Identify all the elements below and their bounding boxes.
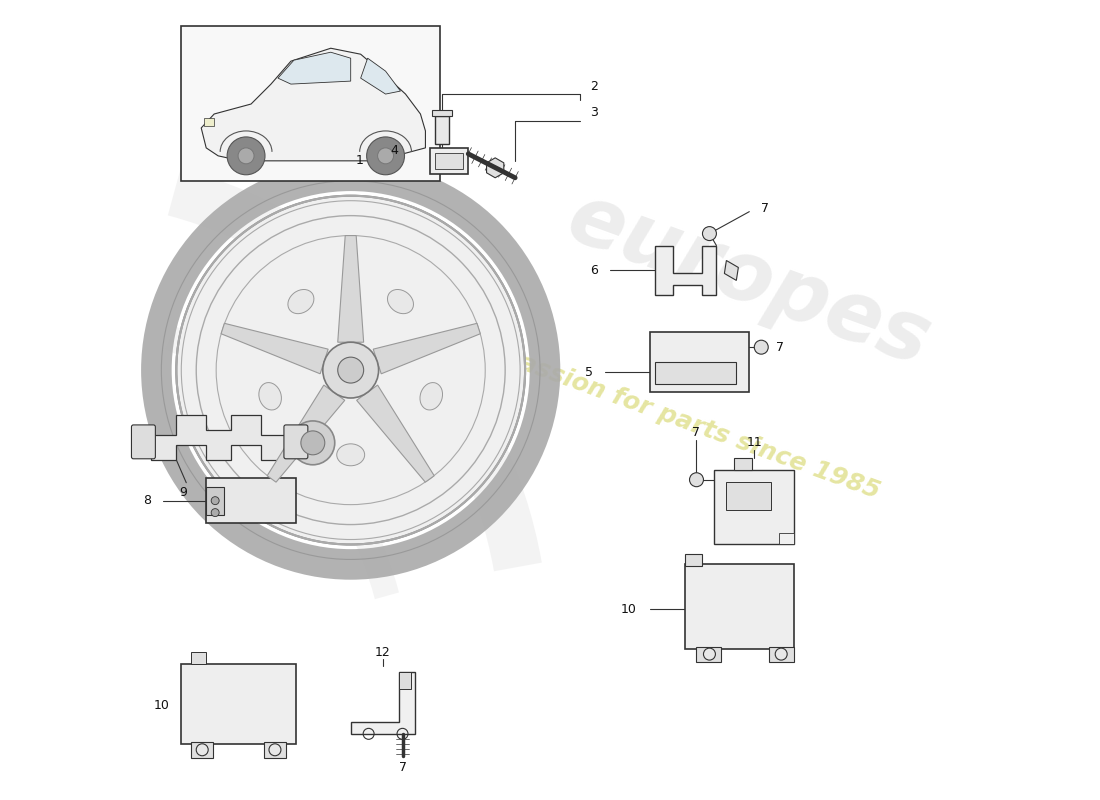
Bar: [264, 742, 286, 758]
Bar: [182, 26, 440, 181]
Text: 5: 5: [585, 366, 593, 378]
Circle shape: [338, 357, 364, 383]
Bar: [436, 116, 450, 144]
Polygon shape: [432, 110, 452, 116]
Text: 7: 7: [693, 426, 701, 439]
Text: 9: 9: [179, 486, 187, 499]
Ellipse shape: [420, 382, 442, 410]
Circle shape: [366, 137, 405, 174]
Text: europes: europes: [557, 178, 942, 383]
Bar: [205, 118, 214, 126]
Circle shape: [211, 509, 219, 517]
Text: 2: 2: [590, 79, 597, 93]
Text: a passion for parts since 1985: a passion for parts since 1985: [475, 336, 883, 504]
Bar: [726, 482, 771, 510]
Circle shape: [776, 648, 788, 660]
Bar: [654, 362, 736, 384]
Polygon shape: [356, 385, 435, 482]
Text: 11: 11: [747, 436, 762, 450]
Polygon shape: [361, 58, 400, 94]
Polygon shape: [725, 261, 738, 281]
Bar: [191, 652, 206, 664]
FancyBboxPatch shape: [284, 425, 308, 458]
Circle shape: [211, 497, 219, 505]
Bar: [714, 470, 794, 545]
Circle shape: [690, 473, 704, 486]
Polygon shape: [351, 672, 416, 734]
Bar: [430, 148, 469, 174]
Circle shape: [322, 342, 378, 398]
Bar: [650, 332, 749, 392]
Circle shape: [176, 196, 525, 545]
Text: 10: 10: [620, 602, 637, 616]
Polygon shape: [221, 323, 328, 374]
Text: 7: 7: [398, 762, 407, 774]
Bar: [735, 458, 752, 470]
Polygon shape: [278, 52, 351, 84]
Bar: [206, 486, 224, 514]
Polygon shape: [201, 48, 426, 161]
Bar: [206, 478, 296, 522]
Polygon shape: [373, 323, 481, 374]
Polygon shape: [152, 415, 286, 460]
Circle shape: [290, 421, 334, 465]
Ellipse shape: [258, 382, 282, 410]
Circle shape: [227, 137, 265, 174]
FancyBboxPatch shape: [132, 425, 155, 458]
Circle shape: [270, 744, 280, 756]
Bar: [436, 153, 463, 169]
Circle shape: [755, 340, 768, 354]
Text: 12: 12: [375, 646, 390, 658]
Bar: [182, 664, 296, 744]
Polygon shape: [338, 235, 364, 342]
Circle shape: [704, 648, 715, 660]
Circle shape: [301, 431, 324, 455]
Circle shape: [703, 226, 716, 241]
Ellipse shape: [288, 290, 313, 314]
Text: 7: 7: [777, 341, 784, 354]
Ellipse shape: [337, 444, 364, 466]
Polygon shape: [486, 158, 504, 178]
Polygon shape: [267, 385, 344, 482]
Text: 8: 8: [143, 494, 152, 507]
Bar: [684, 565, 794, 649]
Circle shape: [196, 744, 208, 756]
Bar: [684, 554, 703, 566]
Circle shape: [238, 148, 254, 164]
Text: 7: 7: [761, 202, 769, 215]
Text: 3: 3: [590, 106, 597, 119]
Bar: [398, 672, 411, 689]
Text: 6: 6: [590, 264, 597, 277]
Circle shape: [377, 148, 394, 164]
Polygon shape: [779, 533, 794, 545]
Ellipse shape: [387, 290, 414, 314]
Bar: [769, 647, 794, 662]
Text: 1: 1: [355, 154, 364, 167]
Bar: [696, 647, 722, 662]
Polygon shape: [654, 246, 716, 295]
Text: 10: 10: [154, 699, 169, 713]
Bar: [191, 742, 213, 758]
Text: 4: 4: [390, 144, 398, 158]
